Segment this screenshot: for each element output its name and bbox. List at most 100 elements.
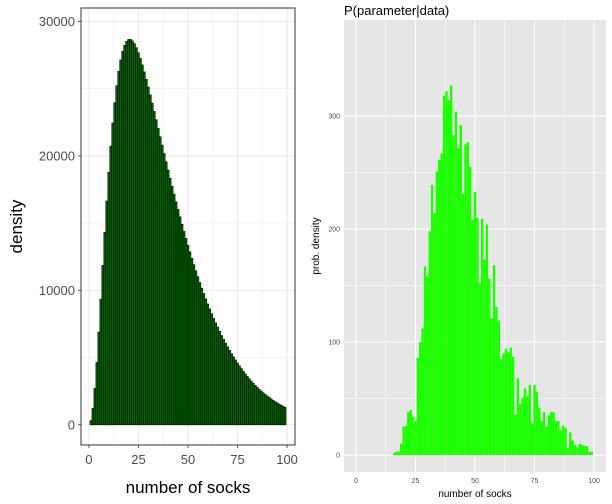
histogram-bar — [426, 276, 429, 456]
histogram-bar — [277, 403, 281, 426]
y-tick-label: 20000 — [39, 148, 75, 163]
histogram-bar — [588, 451, 591, 456]
histogram-bar — [416, 357, 420, 456]
histogram-bar — [521, 397, 524, 456]
histogram-bar — [162, 153, 166, 426]
histogram-bar — [248, 378, 251, 426]
histogram-bar — [452, 135, 455, 456]
histogram-bar — [433, 213, 436, 456]
right-x-axis-ticks: 0 25 50 75 100 — [354, 478, 600, 485]
histogram-bar — [182, 231, 186, 426]
left-histogram-bars — [89, 39, 287, 426]
histogram-bar — [557, 421, 560, 456]
histogram-bar — [502, 353, 505, 456]
histogram-bar — [480, 218, 484, 456]
histogram-bar — [210, 313, 214, 426]
histogram-bar — [511, 356, 515, 456]
histogram-bar — [535, 391, 539, 456]
y-tick-label: 0 — [336, 453, 340, 460]
histogram-bar — [392, 452, 396, 456]
histogram-bar — [283, 406, 287, 426]
histogram-bar — [176, 209, 180, 426]
x-tick-label: 75 — [230, 452, 244, 467]
histogram-bar — [224, 342, 227, 426]
histogram-bar — [139, 58, 142, 426]
histogram-bar — [485, 224, 489, 456]
histogram-bar — [530, 423, 534, 456]
histogram-bar — [495, 307, 498, 456]
histogram-bar — [271, 399, 275, 426]
y-tick-label: 10000 — [39, 283, 75, 298]
histogram-bar — [218, 330, 221, 426]
histogram-bar — [262, 392, 265, 426]
histogram-bar — [268, 397, 271, 426]
histogram-bar — [178, 216, 182, 426]
histogram-bar — [435, 171, 439, 456]
histogram-bar — [244, 373, 247, 426]
histogram-bar — [395, 451, 398, 456]
histogram-bar — [476, 217, 479, 456]
histogram-bar — [220, 335, 223, 426]
histogram-bar — [440, 153, 443, 456]
histogram-bar — [545, 426, 548, 456]
histogram-bar — [180, 223, 184, 426]
histogram-bar — [569, 432, 572, 456]
histogram-bar — [399, 443, 403, 456]
histogram-bar — [206, 303, 210, 426]
histogram-bar — [250, 380, 253, 426]
histogram-bar — [111, 122, 114, 426]
histogram-bar — [256, 386, 259, 426]
histogram-bar — [550, 412, 553, 456]
histogram-bar — [242, 371, 245, 426]
left-y-axis-ticks: 0 10000 20000 30000 — [39, 14, 81, 432]
y-tick-label: 200 — [328, 227, 340, 234]
histogram-bar — [109, 145, 112, 426]
histogram-bar — [258, 388, 261, 426]
histogram-bar — [121, 51, 124, 426]
histogram-bar — [232, 356, 235, 426]
histogram-bar — [576, 447, 579, 456]
histogram-bar — [578, 443, 581, 456]
histogram-bar — [164, 161, 168, 426]
histogram-bar — [542, 412, 546, 456]
histogram-bar — [404, 425, 408, 456]
histogram-bar — [509, 347, 512, 456]
histogram-bar — [507, 352, 510, 456]
histogram-bar — [547, 415, 551, 456]
histogram-bar — [279, 404, 283, 426]
histogram-bar — [469, 166, 472, 456]
histogram-bar — [97, 331, 101, 426]
right-y-axis-ticks: 0 100 200 300 — [328, 114, 340, 460]
histogram-bar — [461, 194, 465, 456]
histogram-bar — [488, 278, 491, 456]
histogram-bar — [471, 220, 474, 456]
histogram-bar — [101, 265, 105, 426]
histogram-bar — [125, 41, 128, 426]
histogram-bar — [473, 191, 477, 456]
right-gridlines — [344, 20, 606, 472]
histogram-bar — [170, 185, 174, 426]
histogram-bar — [107, 171, 110, 426]
histogram-bar — [157, 127, 160, 426]
histogram-bar — [238, 365, 241, 426]
histogram-bar — [490, 318, 493, 456]
histogram-bar — [504, 348, 508, 456]
histogram-bar — [117, 71, 120, 426]
histogram-bar — [137, 52, 140, 426]
histogram-bar — [192, 264, 196, 426]
histogram-bar — [234, 359, 237, 426]
histogram-bar — [571, 440, 574, 456]
histogram-bar — [212, 318, 216, 426]
histogram-bar — [445, 91, 448, 456]
histogram-bar — [196, 276, 200, 426]
histogram-bar — [566, 448, 570, 456]
histogram-bar — [414, 421, 417, 456]
histogram-bar — [421, 328, 424, 456]
histogram-bar — [149, 94, 152, 426]
x-tick-label: 50 — [471, 478, 479, 485]
histogram-bar — [552, 412, 555, 456]
x-tick-label: 25 — [412, 478, 420, 485]
histogram-bar — [226, 346, 229, 426]
histogram-bar — [252, 382, 255, 426]
x-tick-label: 50 — [181, 452, 195, 467]
